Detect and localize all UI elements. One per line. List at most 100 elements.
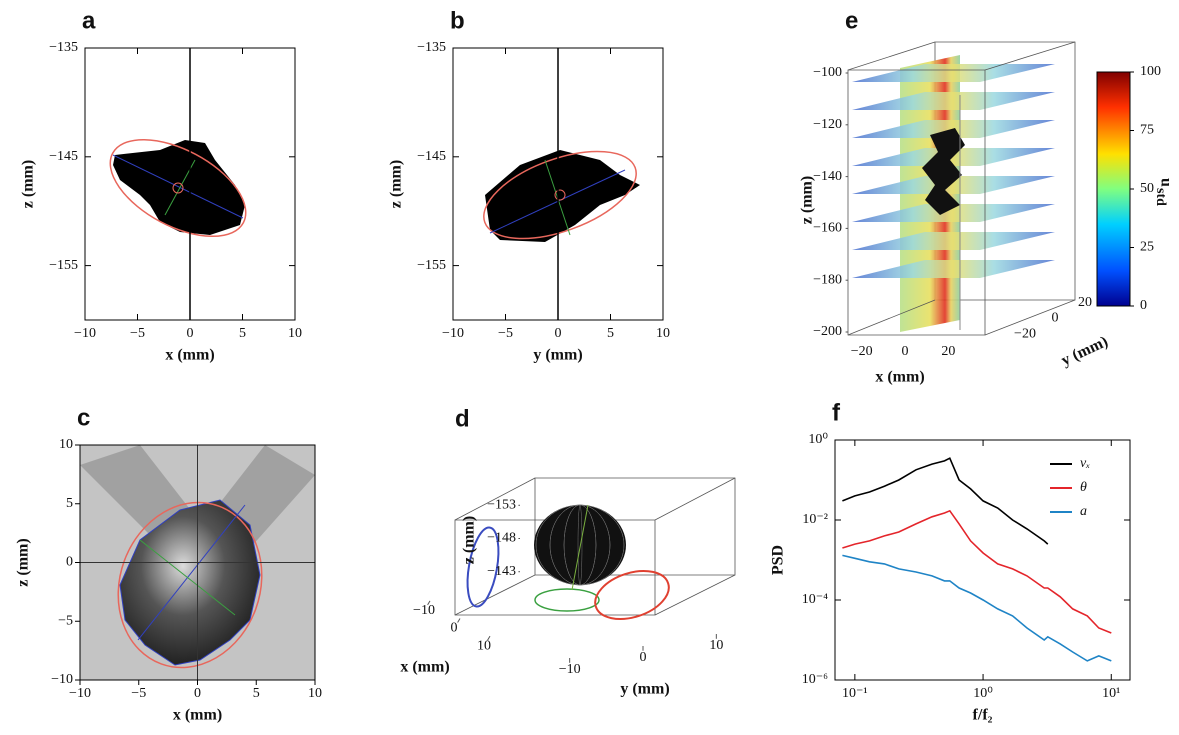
box-edge xyxy=(654,574,736,616)
y-tick-label: −145 xyxy=(49,149,78,164)
colorbar-label-sub: std xyxy=(1153,188,1168,206)
colorbar-tick-label: 25 xyxy=(1140,240,1154,255)
fit-ellipse xyxy=(109,138,247,238)
y-axis-label: y (mm) xyxy=(620,681,669,698)
psd-line xyxy=(842,509,1112,634)
x-axis-label: x (mm) xyxy=(165,347,214,364)
legend-label: vₓ xyxy=(1080,456,1090,471)
z-axis-label: z (mm) xyxy=(799,176,816,224)
centroid xyxy=(172,182,184,194)
x-axis-label: x (mm) xyxy=(173,707,222,724)
x-tick-label: −5 xyxy=(130,326,145,341)
y-tick-label: 10⁻⁴ xyxy=(802,592,828,607)
x-tick xyxy=(427,600,431,606)
x-tick-label: −5 xyxy=(498,326,513,341)
z-tick-label: −120 xyxy=(813,117,842,132)
box-edge xyxy=(984,299,1076,336)
panel-label: f xyxy=(832,399,841,426)
y-tick-label: −10 xyxy=(51,672,73,687)
y-tick-label: 0 xyxy=(640,650,647,665)
z-tick-label: −100 xyxy=(813,65,842,80)
x-tick-label: −10 xyxy=(442,326,464,341)
x-tick-label: 10 xyxy=(288,326,302,341)
x-tick-label: 10 xyxy=(477,638,491,653)
z-tick-label: −153 xyxy=(487,498,516,513)
z-axis-label: z (mm) xyxy=(461,516,478,564)
x-tick-label: 20 xyxy=(941,344,955,359)
x-tick xyxy=(487,635,491,641)
box-edge xyxy=(454,574,536,616)
box-edge xyxy=(847,41,936,71)
horizontal-slice xyxy=(852,64,1055,82)
x-tick xyxy=(457,618,461,623)
y-tick-label: −135 xyxy=(49,40,78,55)
y-axis-label: z (mm) xyxy=(20,160,37,208)
projection-xy xyxy=(534,588,600,612)
y-tick-label: 10 xyxy=(59,437,73,452)
x-tick-label: 10 xyxy=(308,686,322,701)
mesh xyxy=(535,504,625,586)
x-tick-label: 10 xyxy=(656,326,670,341)
y-axis-label: y (mm) xyxy=(1059,333,1111,369)
horizontal-slice xyxy=(852,176,1055,194)
y-tick-label: −10 xyxy=(559,662,581,677)
x-tick-label: 10⁰ xyxy=(973,686,993,701)
bubble-mask xyxy=(485,150,640,242)
bubble-photo xyxy=(117,499,263,669)
z-tick-label: −160 xyxy=(813,221,842,236)
panel-label: b xyxy=(450,7,465,34)
legend-label: θ xyxy=(1080,480,1087,495)
fit-ellipse xyxy=(483,150,637,240)
colorbar-tick-label: 50 xyxy=(1140,181,1154,196)
y-tick-label: 10⁰ xyxy=(808,432,828,447)
x-tick-label: −10 xyxy=(74,326,96,341)
panel-label: c xyxy=(77,404,90,431)
panel-label: d xyxy=(455,405,470,432)
horizontal-slice xyxy=(852,148,1055,166)
y-tick-label: 0 xyxy=(1052,311,1059,326)
y-axis-label: z (mm) xyxy=(388,160,405,208)
box-edge xyxy=(454,477,536,521)
z-tick-label: −148 xyxy=(487,531,516,546)
y-tick-label: −145 xyxy=(417,149,446,164)
y-tick-label: 0 xyxy=(66,555,73,570)
box-edge xyxy=(654,477,736,521)
bubble-cloud xyxy=(922,128,965,215)
x-tick-label: −20 xyxy=(851,344,873,359)
colorbar xyxy=(1096,71,1131,307)
projection-xz xyxy=(466,526,500,608)
colorbar-tick-label: 75 xyxy=(1140,123,1154,138)
box-edge xyxy=(984,41,1076,71)
x-tick-label: 0 xyxy=(902,344,909,359)
x-tick-label: 10⁻¹ xyxy=(842,686,868,701)
colorbar-tick-label: 0 xyxy=(1140,298,1147,313)
legend-label: a xyxy=(1080,504,1087,519)
y-tick-label: −5 xyxy=(58,613,73,628)
x-axis-label: x (mm) xyxy=(875,369,924,386)
x-tick-label: 0 xyxy=(451,621,458,636)
projection-yz xyxy=(594,570,670,620)
x-tick-label: 5 xyxy=(239,326,246,341)
major-axis xyxy=(112,154,244,219)
segmented-bubble xyxy=(109,138,247,238)
horizontal-slice xyxy=(852,92,1055,110)
x-tick-label: 0 xyxy=(194,686,201,701)
y-tick-label: 20 xyxy=(1078,295,1092,310)
y-tick-label: 5 xyxy=(66,496,73,511)
psd-line xyxy=(842,457,1049,545)
y-axis-label: z (mm) xyxy=(15,538,32,586)
x-tick-label: 0 xyxy=(187,326,194,341)
minor-axis xyxy=(571,504,589,591)
y-tick-label: −155 xyxy=(417,258,446,273)
minor-axis xyxy=(139,539,236,616)
x-tick-label: −10 xyxy=(69,686,91,701)
colorbar-tick-label: 100 xyxy=(1140,64,1161,79)
z-tick-label: −200 xyxy=(813,324,842,339)
segmented-bubble xyxy=(483,150,640,242)
y-tick-label: 10⁻⁶ xyxy=(802,672,828,687)
y-tick-label: −20 xyxy=(1014,326,1036,341)
plot-area xyxy=(834,439,1131,681)
